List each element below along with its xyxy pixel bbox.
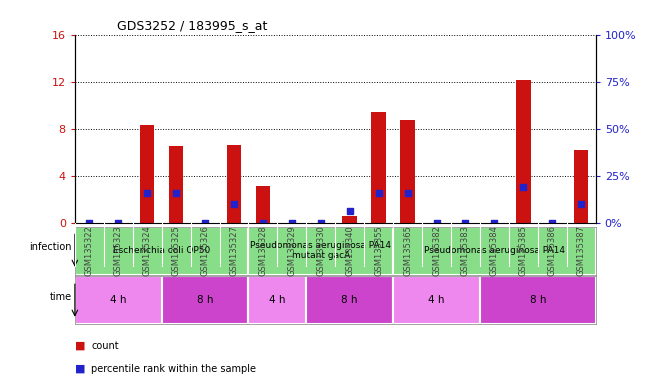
Bar [249, 276, 307, 324]
Text: GSM135329: GSM135329 [287, 225, 296, 276]
Point [113, 220, 124, 226]
Text: GSM135386: GSM135386 [547, 225, 557, 276]
Text: GSM135327: GSM135327 [230, 225, 238, 276]
Point [402, 190, 413, 196]
Point [142, 190, 152, 196]
Text: GSM135383: GSM135383 [461, 225, 470, 276]
Bar [249, 227, 393, 275]
Bar [256, 186, 270, 223]
Point [460, 220, 471, 226]
Point [171, 190, 182, 196]
Text: GSM135326: GSM135326 [201, 225, 210, 276]
Bar [372, 112, 386, 223]
Text: GSM135355: GSM135355 [374, 225, 383, 276]
Bar [342, 216, 357, 223]
Point [547, 220, 557, 226]
Point [432, 220, 442, 226]
Point [374, 190, 384, 196]
Text: infection: infection [29, 242, 72, 252]
Bar [227, 145, 242, 223]
Text: GDS3252 / 183995_s_at: GDS3252 / 183995_s_at [117, 19, 267, 32]
Bar [480, 276, 596, 324]
Text: 4 h: 4 h [110, 295, 126, 306]
Point [286, 220, 297, 226]
Text: count: count [91, 341, 118, 351]
Point [84, 220, 94, 226]
Bar [307, 276, 393, 324]
Text: GSM135382: GSM135382 [432, 225, 441, 276]
Text: GSM135384: GSM135384 [490, 225, 499, 276]
Point [200, 220, 210, 226]
Text: Pseudomonas aeruginosa PA14: Pseudomonas aeruginosa PA14 [424, 246, 565, 255]
Text: Escherichia coli OP50: Escherichia coli OP50 [113, 246, 210, 255]
Text: GSM135328: GSM135328 [258, 225, 268, 276]
Text: GSM135322: GSM135322 [85, 225, 94, 276]
Bar [169, 146, 184, 223]
Text: GSM135365: GSM135365 [403, 225, 412, 276]
Bar [393, 227, 596, 275]
Bar [393, 276, 480, 324]
Text: GSM135325: GSM135325 [172, 225, 180, 276]
Text: Pseudomonas aeruginosa PA14
mutant gacA: Pseudomonas aeruginosa PA14 mutant gacA [250, 241, 391, 260]
Bar [516, 80, 531, 223]
Point [229, 201, 239, 207]
Text: GSM135323: GSM135323 [114, 225, 123, 276]
Bar [400, 121, 415, 223]
Bar [574, 150, 589, 223]
Text: GSM135340: GSM135340 [345, 225, 354, 276]
Text: ■: ■ [75, 364, 85, 374]
Text: 8 h: 8 h [529, 295, 546, 306]
Text: GSM135385: GSM135385 [519, 225, 528, 276]
Bar [75, 276, 161, 324]
Point [258, 220, 268, 226]
Text: ■: ■ [75, 341, 85, 351]
Bar [140, 125, 154, 223]
Bar [161, 276, 249, 324]
Point [518, 184, 529, 190]
Point [316, 220, 326, 226]
Point [344, 209, 355, 215]
Text: GSM135324: GSM135324 [143, 225, 152, 276]
Text: 4 h: 4 h [269, 295, 286, 306]
Text: GSM135330: GSM135330 [316, 225, 326, 276]
Text: 8 h: 8 h [197, 295, 214, 306]
Text: 8 h: 8 h [342, 295, 358, 306]
Text: GSM135387: GSM135387 [577, 225, 586, 276]
Text: percentile rank within the sample: percentile rank within the sample [91, 364, 256, 374]
Text: 4 h: 4 h [428, 295, 445, 306]
Text: time: time [49, 291, 72, 302]
Point [489, 220, 499, 226]
Bar [75, 227, 249, 275]
Point [576, 201, 587, 207]
